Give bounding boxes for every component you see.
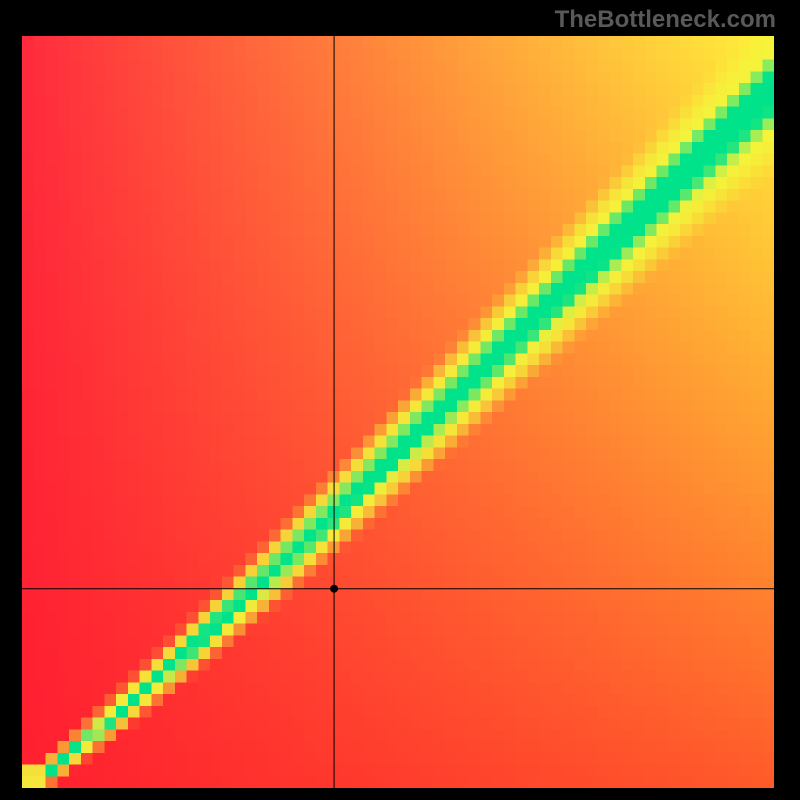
watermark-text: TheBottleneck.com [555, 6, 776, 34]
chart-container: TheBottleneck.com [0, 0, 800, 800]
bottleneck-heatmap [22, 36, 774, 788]
